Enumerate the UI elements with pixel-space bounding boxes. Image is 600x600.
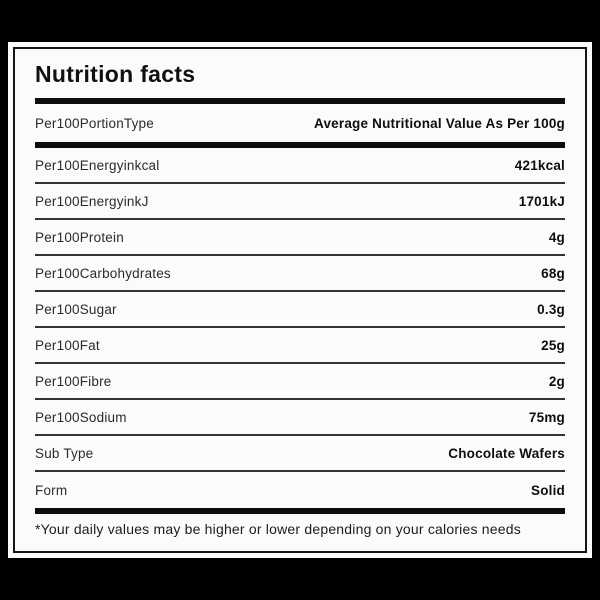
row-label: Per100Fibre [35, 373, 112, 389]
card-border-frame: Nutrition facts Per100PortionType Averag… [13, 47, 587, 553]
row-label: Per100Fat [35, 337, 100, 353]
row-value: 1701kJ [518, 193, 565, 209]
row-label: Per100EnergyinkJ [35, 193, 149, 209]
row-label: Form [35, 482, 68, 498]
row-value: 25g [541, 337, 565, 353]
nutrition-row-sugar: Per100Sugar 0.3g [35, 292, 565, 328]
nutrition-row-energy-kcal: Per100Energyinkcal 421kcal [35, 148, 565, 184]
page-title: Nutrition facts [35, 61, 196, 87]
nutrition-row-sodium: Per100Sodium 75mg [35, 400, 565, 436]
row-value: Chocolate Wafers [448, 445, 565, 461]
row-label: Per100Carbohydrates [35, 265, 171, 281]
row-value: 2g [548, 373, 565, 389]
row-value: 421kcal [514, 157, 565, 173]
nutrition-row-fat: Per100Fat 25g [35, 328, 565, 364]
row-label: Per100Energyinkcal [35, 157, 160, 173]
row-value: 0.3g [537, 301, 565, 317]
footer-divider-bar [35, 508, 565, 514]
nutrition-row-carbohydrates: Per100Carbohydrates 68g [35, 256, 565, 292]
row-label: Per100Sodium [35, 409, 127, 425]
nutrition-row-protein: Per100Protein 4g [35, 220, 565, 256]
row-label: Sub Type [35, 445, 94, 461]
nutrition-facts-card: Nutrition facts Per100PortionType Averag… [8, 42, 592, 558]
nutrition-row-form: Form Solid [35, 472, 565, 508]
row-label: Per100Sugar [35, 301, 117, 317]
title-divider-bar [35, 98, 565, 104]
daily-values-footnote: *Your daily values may be higher or lowe… [35, 521, 521, 537]
header-divider-bar [35, 142, 565, 148]
row-value: 68g [541, 265, 565, 281]
row-value: 75mg [528, 409, 565, 425]
row-value: 4g [548, 229, 565, 245]
value-column-header: Average Nutritional Value As Per 100g [314, 115, 565, 131]
nutrition-table: Per100Energyinkcal 421kcal Per100Energyi… [35, 148, 565, 508]
nutrition-row-sub-type: Sub Type Chocolate Wafers [35, 436, 565, 472]
nutrition-row-energy-kj: Per100EnergyinkJ 1701kJ [35, 184, 565, 220]
portion-type-label: Per100PortionType [35, 115, 154, 131]
row-label: Per100Protein [35, 229, 124, 245]
row-value: Solid [531, 482, 565, 498]
nutrition-row-fibre: Per100Fibre 2g [35, 364, 565, 400]
table-header-row: Per100PortionType Average Nutritional Va… [35, 104, 565, 142]
